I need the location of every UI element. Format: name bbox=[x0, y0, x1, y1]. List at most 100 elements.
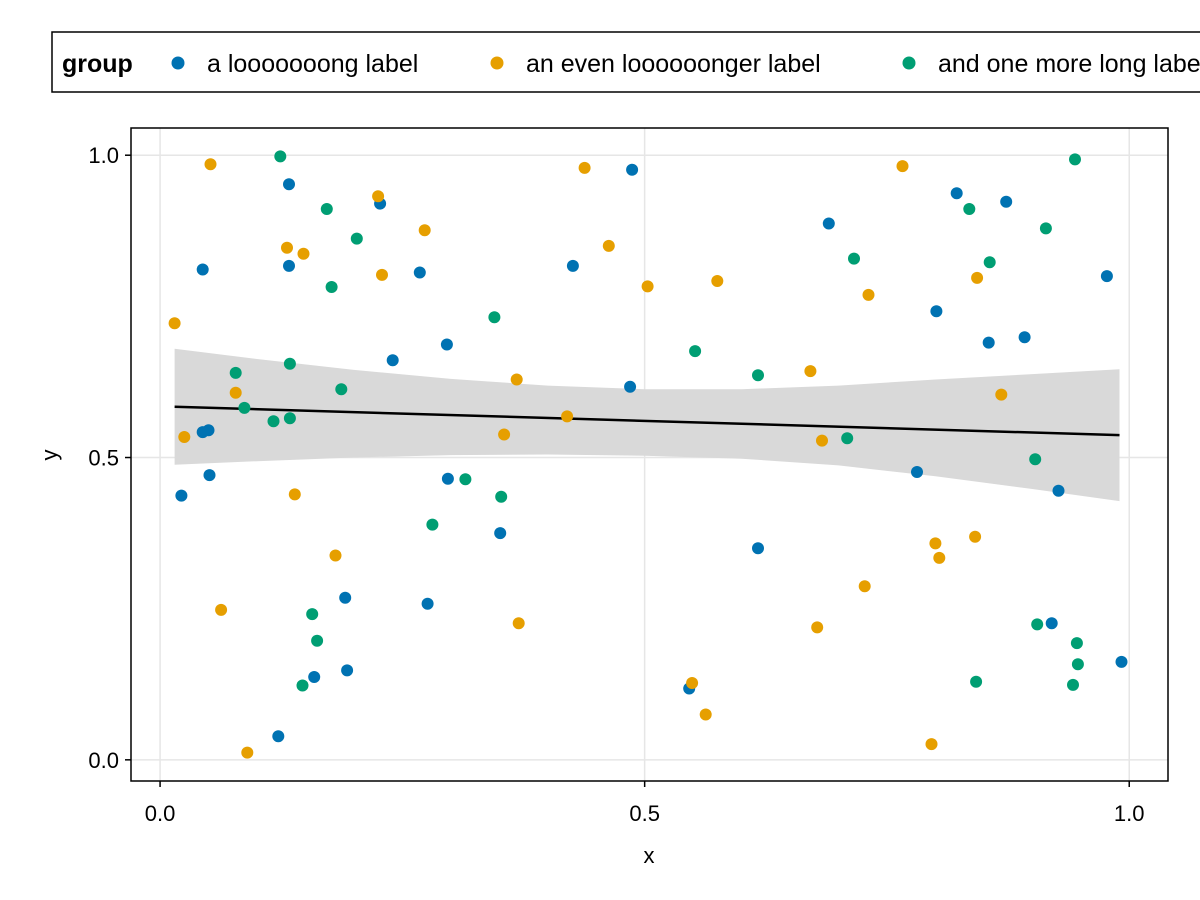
data-point bbox=[1000, 195, 1013, 208]
data-point bbox=[983, 256, 996, 269]
x-tick-label: 1.0 bbox=[1114, 801, 1145, 826]
data-point bbox=[297, 247, 310, 260]
data-point bbox=[686, 677, 699, 689]
data-point bbox=[971, 271, 984, 284]
x-axis-label: x bbox=[644, 843, 655, 868]
data-point bbox=[418, 224, 431, 237]
y-tick-label: 1.0 bbox=[88, 143, 119, 168]
legend-frame bbox=[51, 31, 1200, 93]
data-point bbox=[641, 280, 654, 293]
data-point bbox=[930, 305, 943, 318]
data-point bbox=[283, 357, 296, 370]
data-point bbox=[933, 551, 946, 564]
data-point bbox=[1100, 270, 1113, 283]
data-points bbox=[168, 150, 1128, 759]
data-point bbox=[1052, 484, 1065, 497]
data-point bbox=[822, 217, 835, 230]
series-2 bbox=[168, 158, 1008, 759]
legend-entries: a looooooong label an even loooooonger la… bbox=[171, 50, 1200, 78]
data-point bbox=[929, 537, 942, 550]
data-point bbox=[283, 259, 295, 272]
data-point bbox=[350, 232, 363, 245]
data-point bbox=[841, 432, 854, 445]
data-point bbox=[1018, 331, 1031, 344]
data-point bbox=[1029, 453, 1042, 466]
data-point bbox=[494, 527, 507, 540]
data-point bbox=[811, 621, 824, 634]
data-point bbox=[203, 469, 216, 482]
data-point bbox=[288, 488, 301, 501]
data-point bbox=[970, 675, 983, 688]
data-point bbox=[325, 281, 338, 293]
data-point bbox=[911, 466, 923, 478]
y-tick-label: 0.0 bbox=[88, 748, 119, 773]
data-point bbox=[498, 428, 511, 441]
series-3 bbox=[229, 150, 1084, 692]
data-point bbox=[862, 288, 875, 301]
data-point bbox=[238, 401, 251, 414]
data-point bbox=[510, 373, 523, 386]
legend-marker bbox=[171, 56, 185, 70]
legend-title: group bbox=[62, 50, 133, 78]
data-point bbox=[925, 738, 938, 751]
data-point bbox=[306, 608, 319, 621]
data-point bbox=[699, 708, 712, 721]
x-tick-label: 0.0 bbox=[145, 801, 176, 826]
data-point bbox=[320, 203, 333, 215]
data-point bbox=[267, 415, 280, 428]
legend-label: an even loooooonger label bbox=[526, 50, 821, 78]
data-point bbox=[1039, 222, 1052, 235]
data-point bbox=[1115, 655, 1128, 668]
data-point bbox=[274, 150, 287, 163]
legend-marker bbox=[490, 56, 504, 70]
data-point bbox=[858, 580, 871, 593]
data-point bbox=[963, 203, 976, 215]
data-point bbox=[372, 190, 385, 203]
legend: group a looooooong label an even loooooon… bbox=[51, 31, 1200, 93]
data-point bbox=[982, 336, 995, 349]
data-point bbox=[296, 679, 309, 692]
data-point bbox=[752, 542, 764, 555]
data-point bbox=[566, 259, 579, 272]
data-point bbox=[215, 603, 228, 616]
data-point bbox=[626, 163, 639, 176]
data-point bbox=[202, 424, 215, 437]
legend-entry: a looooooong label bbox=[171, 50, 418, 78]
legend-entry: and one more long label bbox=[902, 50, 1200, 78]
data-point bbox=[495, 490, 508, 503]
plot-frame bbox=[130, 127, 1169, 782]
data-point bbox=[440, 338, 453, 351]
legend-label: a looooooong label bbox=[207, 50, 418, 78]
legend-label: and one more long label bbox=[938, 50, 1200, 78]
trend-line bbox=[174, 405, 1120, 437]
data-point bbox=[1067, 678, 1079, 691]
data-point bbox=[804, 365, 817, 378]
data-point bbox=[995, 388, 1008, 401]
confidence-band bbox=[174, 348, 1120, 502]
data-point bbox=[283, 412, 296, 425]
data-point bbox=[229, 386, 242, 399]
data-point bbox=[376, 268, 388, 281]
data-point bbox=[196, 263, 209, 276]
data-point bbox=[689, 345, 702, 358]
data-point bbox=[241, 746, 254, 759]
data-point bbox=[272, 730, 285, 743]
data-point bbox=[175, 489, 188, 502]
data-point bbox=[178, 431, 191, 443]
data-point bbox=[386, 354, 399, 367]
data-point bbox=[624, 380, 637, 393]
data-point bbox=[512, 617, 525, 630]
data-point bbox=[335, 383, 348, 396]
data-point bbox=[816, 434, 828, 447]
data-point bbox=[283, 178, 295, 191]
data-point bbox=[168, 317, 181, 330]
data-point bbox=[426, 518, 439, 531]
data-point bbox=[441, 472, 454, 485]
data-point bbox=[561, 410, 574, 423]
y-axis-label: y bbox=[37, 450, 62, 461]
data-point bbox=[339, 591, 352, 604]
data-point bbox=[459, 473, 472, 486]
legend-marker bbox=[902, 56, 916, 70]
data-point bbox=[229, 366, 242, 379]
